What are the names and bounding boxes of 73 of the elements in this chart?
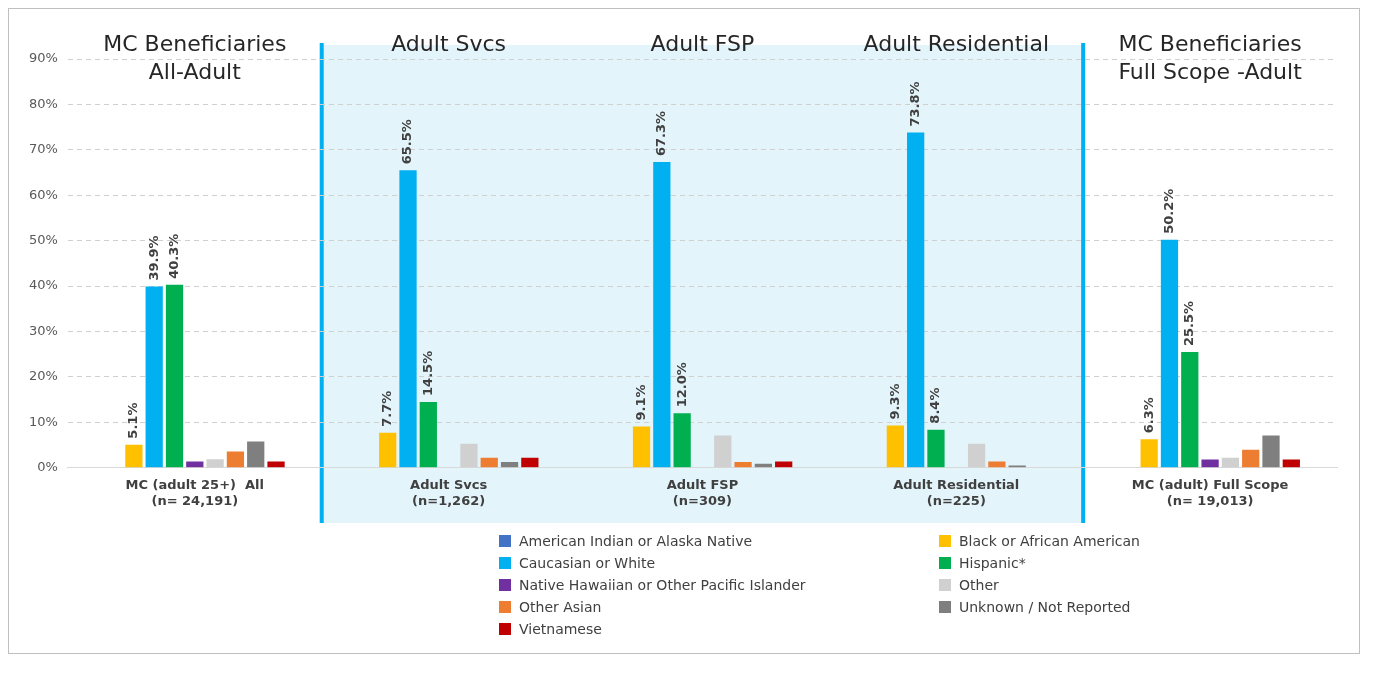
data-label: 50.2% (1160, 188, 1176, 234)
bar (125, 444, 143, 468)
data-label: 73.8% (907, 81, 923, 127)
legend-label: Vietnamese (519, 621, 602, 637)
x-tick-label: Adult Svcs (n=1,262) (410, 476, 488, 508)
bar (1140, 439, 1158, 468)
bar (247, 441, 265, 468)
legend-label: American Indian or Alaska Native (519, 533, 753, 549)
x-tick-label: MC (adult 25+) All (n= 24,191) (125, 476, 265, 508)
bar (927, 429, 945, 468)
data-label: 6.3% (1140, 397, 1156, 434)
y-tick-label: 30% (28, 322, 58, 338)
bar (1160, 239, 1179, 468)
bar (632, 426, 651, 468)
bar (1262, 435, 1280, 468)
data-label: 14.5% (419, 350, 435, 396)
bar (988, 461, 1006, 468)
text: Adult Svcs (391, 30, 507, 56)
y-tick-label: 20% (28, 368, 58, 384)
y-tick-label: 50% (28, 232, 58, 248)
legend-label: Other Asian (519, 599, 602, 615)
y-tick-label: 40% (28, 277, 58, 293)
data-label: 5.1% (125, 402, 141, 439)
data-label: 9.3% (886, 383, 902, 420)
bar (734, 461, 752, 468)
bar (1282, 459, 1300, 468)
x-tick-label: Adult Residential (n=225) (893, 476, 1020, 508)
bar (1181, 351, 1199, 468)
data-label: 9.1% (632, 384, 648, 421)
bar (379, 432, 397, 468)
bar (907, 132, 925, 468)
bar (673, 413, 691, 468)
x-tick-label: Adult FSP (n=309) (666, 476, 739, 508)
bar (145, 286, 163, 468)
bar (775, 461, 793, 468)
bar (399, 170, 417, 468)
bar (1242, 449, 1260, 468)
bar (186, 461, 204, 468)
bar (480, 457, 498, 468)
legend-label: Unknown / Not Reported (959, 599, 1131, 615)
bar (886, 425, 904, 468)
bar (419, 401, 437, 468)
x-tick-label: MC (adult) Full Scope (n= 19,013) (1131, 476, 1289, 508)
y-tick-label: 10% (28, 413, 58, 429)
data-label: 25.5% (1181, 300, 1197, 346)
bar (165, 284, 184, 468)
y-tick-label: 60% (28, 186, 58, 202)
y-tick-label: 90% (28, 50, 58, 66)
bar (267, 461, 285, 468)
legend-label: Caucasian or White (519, 555, 656, 571)
data-label: 8.4% (927, 387, 943, 424)
data-label: 67.3% (653, 111, 669, 157)
y-tick-label: 80% (28, 95, 58, 111)
data-label: 39.9% (145, 235, 161, 281)
bar (521, 457, 539, 468)
data-label: 40.3% (165, 233, 181, 279)
text: Adult Residential (863, 30, 1050, 56)
legend-label: Hispanic* (959, 555, 1026, 571)
data-label: 12.0% (673, 362, 689, 408)
legend-label: Other (959, 577, 999, 593)
bar (653, 162, 671, 468)
bar (1201, 459, 1219, 468)
data-label: 65.5% (399, 119, 415, 165)
y-tick-label: 70% (28, 141, 58, 157)
annotation: MC Beneficiaries All-Adult (103, 30, 287, 84)
text: Adult FSP (650, 30, 755, 56)
data-label: 7.7% (379, 390, 395, 427)
bar (500, 461, 519, 468)
legend-label: Black or African American (959, 533, 1140, 549)
bar (226, 451, 245, 468)
y-tick-label: 0% (37, 459, 58, 475)
annotation: MC Beneficiaries Full Scope -Adult (1118, 30, 1303, 84)
legend-label: Native Hawaiian or Other Pacific Islander (519, 577, 806, 593)
